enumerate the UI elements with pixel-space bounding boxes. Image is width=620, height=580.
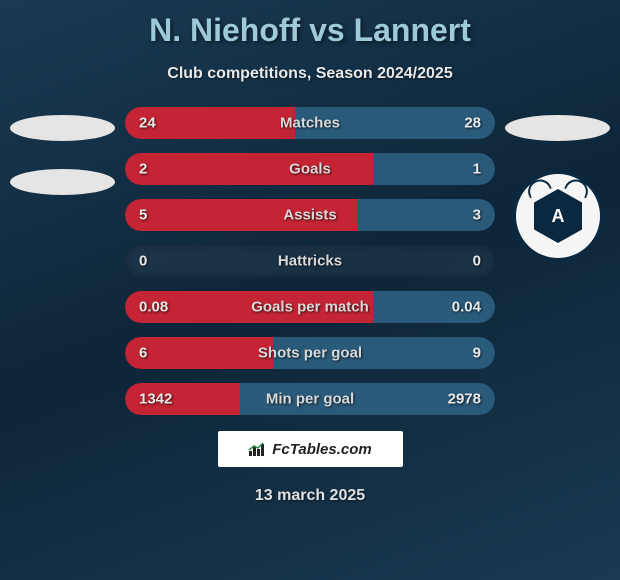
stat-row: Assists 5 3 bbox=[125, 199, 495, 231]
team-logo-left bbox=[10, 115, 115, 195]
stat-value-left: 1342 bbox=[139, 391, 172, 408]
logo-placeholder-icon bbox=[10, 169, 115, 195]
stat-label: Assists bbox=[283, 207, 336, 224]
stat-value-left: 2 bbox=[139, 161, 147, 178]
stat-row: Min per goal 1342 2978 bbox=[125, 383, 495, 415]
page-subtitle: Club competitions, Season 2024/2025 bbox=[0, 65, 620, 83]
stat-value-right: 28 bbox=[464, 115, 481, 132]
stat-value-right: 0 bbox=[473, 253, 481, 270]
stat-row: Hattricks 0 0 bbox=[125, 245, 495, 277]
chart-icon bbox=[248, 441, 268, 457]
stat-label: Shots per goal bbox=[258, 345, 362, 362]
stat-value-right: 1 bbox=[473, 161, 481, 178]
stat-label: Hattricks bbox=[278, 253, 342, 270]
team-logo-right: A bbox=[505, 115, 610, 261]
stat-value-right: 3 bbox=[473, 207, 481, 224]
stat-value-right: 0.04 bbox=[452, 299, 481, 316]
stat-label: Min per goal bbox=[266, 391, 354, 408]
footer-date: 13 march 2025 bbox=[0, 487, 620, 505]
logo-placeholder-icon bbox=[10, 115, 115, 141]
stat-label: Goals bbox=[289, 161, 331, 178]
brand-badge[interactable]: FcTables.com bbox=[218, 431, 403, 467]
stat-bar-left bbox=[125, 153, 373, 185]
stat-row: Goals per match 0.08 0.04 bbox=[125, 291, 495, 323]
stat-value-left: 24 bbox=[139, 115, 156, 132]
stat-value-left: 5 bbox=[139, 207, 147, 224]
stat-label: Matches bbox=[280, 115, 340, 132]
stat-value-right: 9 bbox=[473, 345, 481, 362]
stat-label: Goals per match bbox=[251, 299, 369, 316]
stat-value-left: 0 bbox=[139, 253, 147, 270]
stat-value-left: 6 bbox=[139, 345, 147, 362]
page-title: N. Niehoff vs Lannert bbox=[0, 0, 620, 49]
badge-letter: A bbox=[534, 189, 582, 243]
stat-row: Matches 24 28 bbox=[125, 107, 495, 139]
stat-value-left: 0.08 bbox=[139, 299, 168, 316]
stat-row: Shots per goal 6 9 bbox=[125, 337, 495, 369]
stat-row: Goals 2 1 bbox=[125, 153, 495, 185]
stat-value-right: 2978 bbox=[448, 391, 481, 408]
brand-label: FcTables.com bbox=[272, 441, 371, 458]
club-badge-icon: A bbox=[513, 171, 603, 261]
logo-placeholder-icon bbox=[505, 115, 610, 141]
stats-container: Matches 24 28 Goals 2 1 Assists 5 3 Hattricks 0 0 Go… bbox=[125, 107, 495, 415]
